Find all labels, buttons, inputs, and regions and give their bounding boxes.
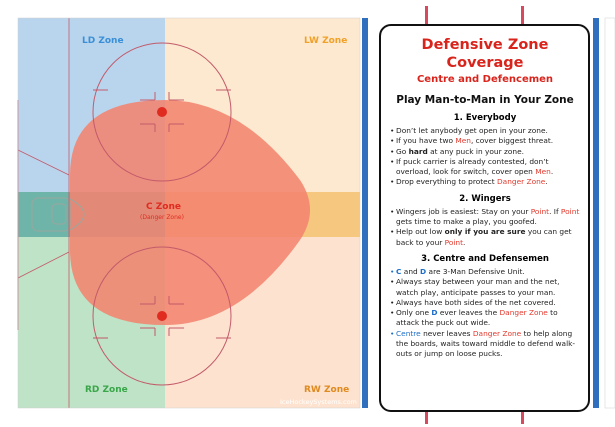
list-item: Only one D ever leaves the Danger Zone t… xyxy=(390,308,580,329)
lw-zone-label: LW Zone xyxy=(304,36,348,46)
rink-border xyxy=(17,17,361,409)
list-item: Always have both sides of the net covere… xyxy=(390,298,580,309)
goal-crease xyxy=(31,197,85,232)
center-line-marks xyxy=(425,6,524,424)
rd-zone-label: RD Zone xyxy=(85,385,128,395)
ld-zone-label: LD Zone xyxy=(82,36,124,46)
list-item: Centre never leaves Danger Zone to help … xyxy=(390,329,580,360)
trapezoid-lines xyxy=(17,149,70,279)
list-item: Help out low only if you are sure you ca… xyxy=(390,227,580,248)
list-item: Don’t let anybody get open in your zone. xyxy=(390,126,580,137)
blue-line xyxy=(362,18,368,408)
panel-heading: Play Man-to-Man in Your Zone xyxy=(396,94,574,106)
faceoff-dot-bottom xyxy=(157,311,167,321)
c-zone-label: C Zone xyxy=(146,202,181,212)
danger-zone-shape xyxy=(70,100,310,325)
faceoff-circle-top xyxy=(92,42,232,182)
section-centre-defense: 3. Centre and Defensemen C and D are 3-M… xyxy=(390,254,580,360)
list-item: If puck carrier is already contested, do… xyxy=(390,157,580,178)
panel-subtitle: Centre and Defencemen xyxy=(416,74,554,85)
section-title: 1. Everybody xyxy=(453,113,517,123)
list-item: C and D are 3-Man Defensive Unit. xyxy=(390,267,580,278)
rw-zone-label: RW Zone xyxy=(304,385,350,395)
list-item: If you have two Men, cover biggest threa… xyxy=(390,136,580,147)
list-item: Always stay between your man and the net… xyxy=(390,277,580,298)
faceoff-dot-top xyxy=(157,107,167,117)
coverage-panel: Defensive Zone Coverage Centre and Defen… xyxy=(379,24,590,412)
faceoff-circle-bottom xyxy=(92,246,232,386)
right-edge xyxy=(604,17,615,409)
right-blue-line xyxy=(593,18,599,408)
list-item: Drop everything to protect Danger Zone. xyxy=(390,177,580,188)
section-title: 3. Centre and Defensemen xyxy=(421,253,549,264)
list-item: Wingers job is easiest: Stay on your Poi… xyxy=(390,207,580,228)
section-title: 2. Wingers xyxy=(459,193,511,204)
watermark: IceHockeySystems.com xyxy=(280,398,357,406)
section-wingers: 2. Wingers Wingers job is easiest: Stay … xyxy=(390,194,580,248)
c-zone-sublabel: (Danger Zone) xyxy=(140,214,184,221)
section-everybody: 1. Everybody Don’t let anybody get open … xyxy=(390,113,580,188)
list-item: Go hard at any puck in your zone. xyxy=(390,147,580,158)
panel-title: Defensive Zone Coverage xyxy=(421,37,549,71)
zone-areas xyxy=(18,18,360,408)
